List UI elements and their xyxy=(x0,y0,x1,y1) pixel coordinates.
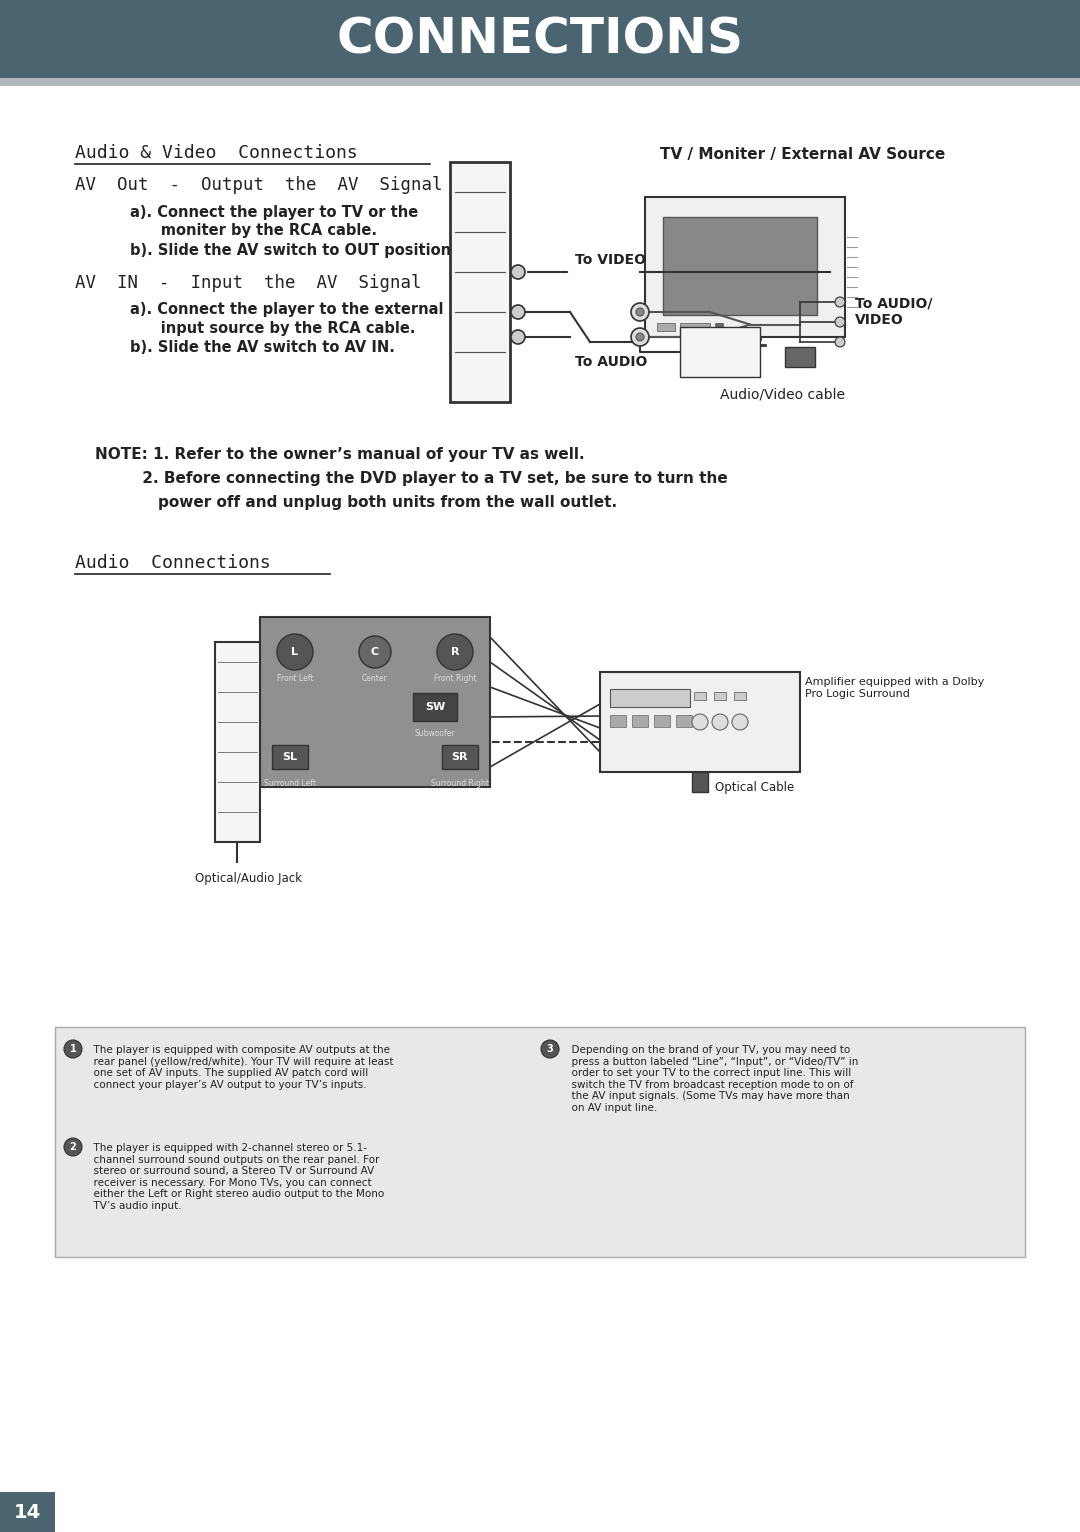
Polygon shape xyxy=(450,162,510,401)
Circle shape xyxy=(835,317,845,326)
Circle shape xyxy=(835,337,845,348)
Bar xyxy=(610,689,690,706)
Bar xyxy=(715,323,723,331)
Bar xyxy=(692,772,708,792)
Text: SR: SR xyxy=(451,752,469,761)
Circle shape xyxy=(636,308,644,316)
Text: To VIDEO: To VIDEO xyxy=(575,253,646,267)
Text: NOTE: 1. Refer to the owner’s manual of your TV as well.: NOTE: 1. Refer to the owner’s manual of … xyxy=(95,447,584,463)
Bar xyxy=(645,198,845,337)
Text: CONNECTIONS: CONNECTIONS xyxy=(337,15,743,63)
Circle shape xyxy=(732,714,748,731)
Text: Audio & Video  Connections: Audio & Video Connections xyxy=(75,144,357,162)
Circle shape xyxy=(692,714,708,731)
Text: SL: SL xyxy=(283,752,297,761)
Text: Optical/Audio Jack: Optical/Audio Jack xyxy=(195,872,302,885)
Text: To AUDIO: To AUDIO xyxy=(575,355,647,369)
Circle shape xyxy=(276,634,313,669)
Text: a). Connect the player to TV or the: a). Connect the player to TV or the xyxy=(130,205,418,221)
Text: Audio  Connections: Audio Connections xyxy=(75,555,271,571)
Text: b). Slide the AV switch to AV IN.: b). Slide the AV switch to AV IN. xyxy=(130,340,395,355)
Circle shape xyxy=(636,332,644,342)
Bar xyxy=(657,323,675,331)
Text: Subwoofer: Subwoofer xyxy=(415,729,456,738)
Text: The player is equipped with 2-channel stereo or 5.1-
  channel surround sound ou: The player is equipped with 2-channel st… xyxy=(87,1143,384,1210)
Bar xyxy=(0,1492,55,1532)
Bar xyxy=(272,745,308,769)
Text: The player is equipped with composite AV outputs at the
  rear panel (yellow/red: The player is equipped with composite AV… xyxy=(87,1045,393,1089)
Text: TV / Moniter / External AV Source: TV / Moniter / External AV Source xyxy=(660,147,945,162)
Text: AV  IN  -  Input  the  AV  Signal: AV IN - Input the AV Signal xyxy=(75,274,421,293)
Text: Amplifier equipped with a Dolby
Pro Logic Surround: Amplifier equipped with a Dolby Pro Logi… xyxy=(805,677,984,699)
Bar xyxy=(785,348,815,368)
Bar xyxy=(610,715,626,728)
Text: AV  Out  -  Output  the  AV  Signal: AV Out - Output the AV Signal xyxy=(75,176,443,195)
Bar xyxy=(442,745,478,769)
Text: 2: 2 xyxy=(69,1141,77,1152)
Circle shape xyxy=(631,328,649,346)
Text: Surround Right: Surround Right xyxy=(431,778,489,787)
Text: b). Slide the AV switch to OUT position.: b). Slide the AV switch to OUT position. xyxy=(130,244,457,257)
Text: 3: 3 xyxy=(546,1043,553,1054)
Text: Front Right: Front Right xyxy=(434,674,476,683)
Bar xyxy=(714,692,726,700)
Bar xyxy=(676,715,692,728)
Bar xyxy=(0,78,1080,86)
Text: Center: Center xyxy=(362,674,388,683)
Text: To AUDIO/
VIDEO: To AUDIO/ VIDEO xyxy=(855,297,932,328)
Text: Audio/Video cable: Audio/Video cable xyxy=(720,388,845,401)
Text: input source by the RCA cable.: input source by the RCA cable. xyxy=(130,322,416,336)
Circle shape xyxy=(511,265,525,279)
Bar xyxy=(680,326,760,377)
Bar xyxy=(260,617,490,787)
Circle shape xyxy=(541,1040,559,1059)
Text: Surround Left: Surround Left xyxy=(264,778,316,787)
Text: SW: SW xyxy=(424,702,445,712)
Text: L: L xyxy=(292,647,298,657)
Circle shape xyxy=(64,1040,82,1059)
Text: Depending on the brand of your TV, you may need to
  press a button labeled “Lin: Depending on the brand of your TV, you m… xyxy=(565,1045,859,1114)
Bar xyxy=(55,1026,1025,1256)
Bar xyxy=(632,715,648,728)
Circle shape xyxy=(437,634,473,669)
Text: a). Connect the player to the external: a). Connect the player to the external xyxy=(130,302,444,317)
Circle shape xyxy=(835,297,845,306)
Bar xyxy=(680,323,710,331)
Bar xyxy=(694,692,706,700)
Bar xyxy=(663,218,816,316)
Circle shape xyxy=(64,1138,82,1157)
Polygon shape xyxy=(215,642,260,843)
Circle shape xyxy=(712,714,728,731)
Bar xyxy=(734,692,746,700)
Bar xyxy=(600,673,800,772)
Text: 14: 14 xyxy=(13,1503,41,1521)
Bar xyxy=(413,692,457,722)
Text: moniter by the RCA cable.: moniter by the RCA cable. xyxy=(130,224,377,237)
Text: C: C xyxy=(370,647,379,657)
Bar xyxy=(0,0,1080,78)
Circle shape xyxy=(511,329,525,345)
Text: R: R xyxy=(450,647,459,657)
Text: 1: 1 xyxy=(69,1043,77,1054)
Text: Optical Cable: Optical Cable xyxy=(715,780,794,794)
Text: 2. Before connecting the DVD player to a TV set, be sure to turn the: 2. Before connecting the DVD player to a… xyxy=(95,470,728,486)
Circle shape xyxy=(511,305,525,319)
Circle shape xyxy=(359,636,391,668)
Circle shape xyxy=(631,303,649,322)
Text: power off and unplug both units from the wall outlet.: power off and unplug both units from the… xyxy=(95,495,617,510)
Bar xyxy=(654,715,670,728)
Text: Front Left: Front Left xyxy=(276,674,313,683)
